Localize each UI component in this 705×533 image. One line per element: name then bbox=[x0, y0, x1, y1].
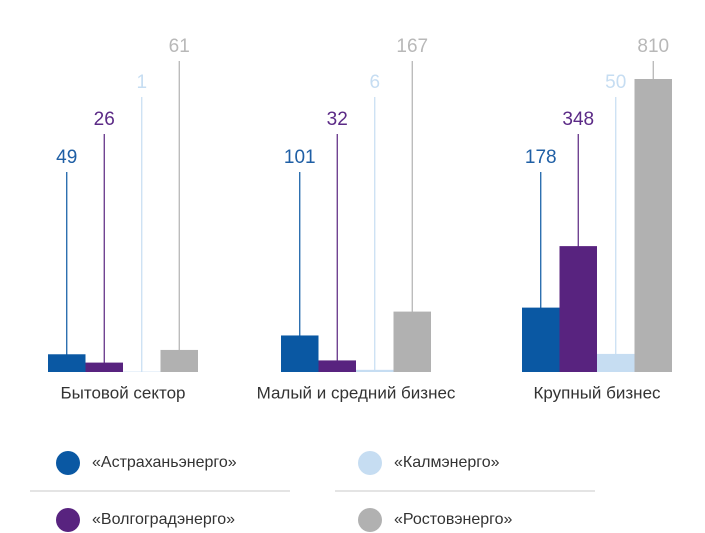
legend-swatch bbox=[358, 451, 382, 475]
bar bbox=[559, 246, 597, 372]
value-label: 167 bbox=[396, 36, 428, 57]
legend-swatch bbox=[56, 451, 80, 475]
category-label: Бытовой сектор bbox=[60, 383, 185, 402]
legend-label: «Астраханьэнерго» bbox=[92, 454, 237, 471]
value-label: 178 bbox=[525, 147, 557, 168]
bar bbox=[393, 311, 431, 372]
bar bbox=[318, 360, 356, 372]
bar bbox=[356, 369, 394, 372]
category-label: Малый и средний бизнес bbox=[257, 383, 456, 402]
value-label: 50 bbox=[605, 72, 626, 93]
bar bbox=[160, 349, 198, 372]
value-label: 61 bbox=[169, 36, 190, 57]
value-label: 26 bbox=[94, 109, 115, 130]
legend-label: «Ростовэнерго» bbox=[394, 511, 512, 528]
legend-label: «Волгоградэнерго» bbox=[92, 511, 235, 528]
legend-swatch bbox=[358, 508, 382, 532]
legend-swatch bbox=[56, 508, 80, 532]
value-label: 101 bbox=[284, 147, 316, 168]
value-label: 6 bbox=[369, 72, 380, 93]
bar bbox=[281, 335, 319, 372]
bar bbox=[597, 353, 635, 372]
value-label: 1 bbox=[136, 72, 147, 93]
value-label: 32 bbox=[327, 109, 348, 130]
value-label: 810 bbox=[637, 36, 669, 57]
bar bbox=[85, 362, 123, 372]
value-label: 348 bbox=[562, 109, 594, 130]
bar bbox=[48, 354, 86, 372]
category-label: Крупный бизнес bbox=[533, 383, 661, 402]
value-label: 49 bbox=[56, 147, 77, 168]
legend-label: «Калмэнерго» bbox=[394, 454, 500, 471]
bar bbox=[522, 307, 560, 372]
bar bbox=[634, 79, 672, 372]
